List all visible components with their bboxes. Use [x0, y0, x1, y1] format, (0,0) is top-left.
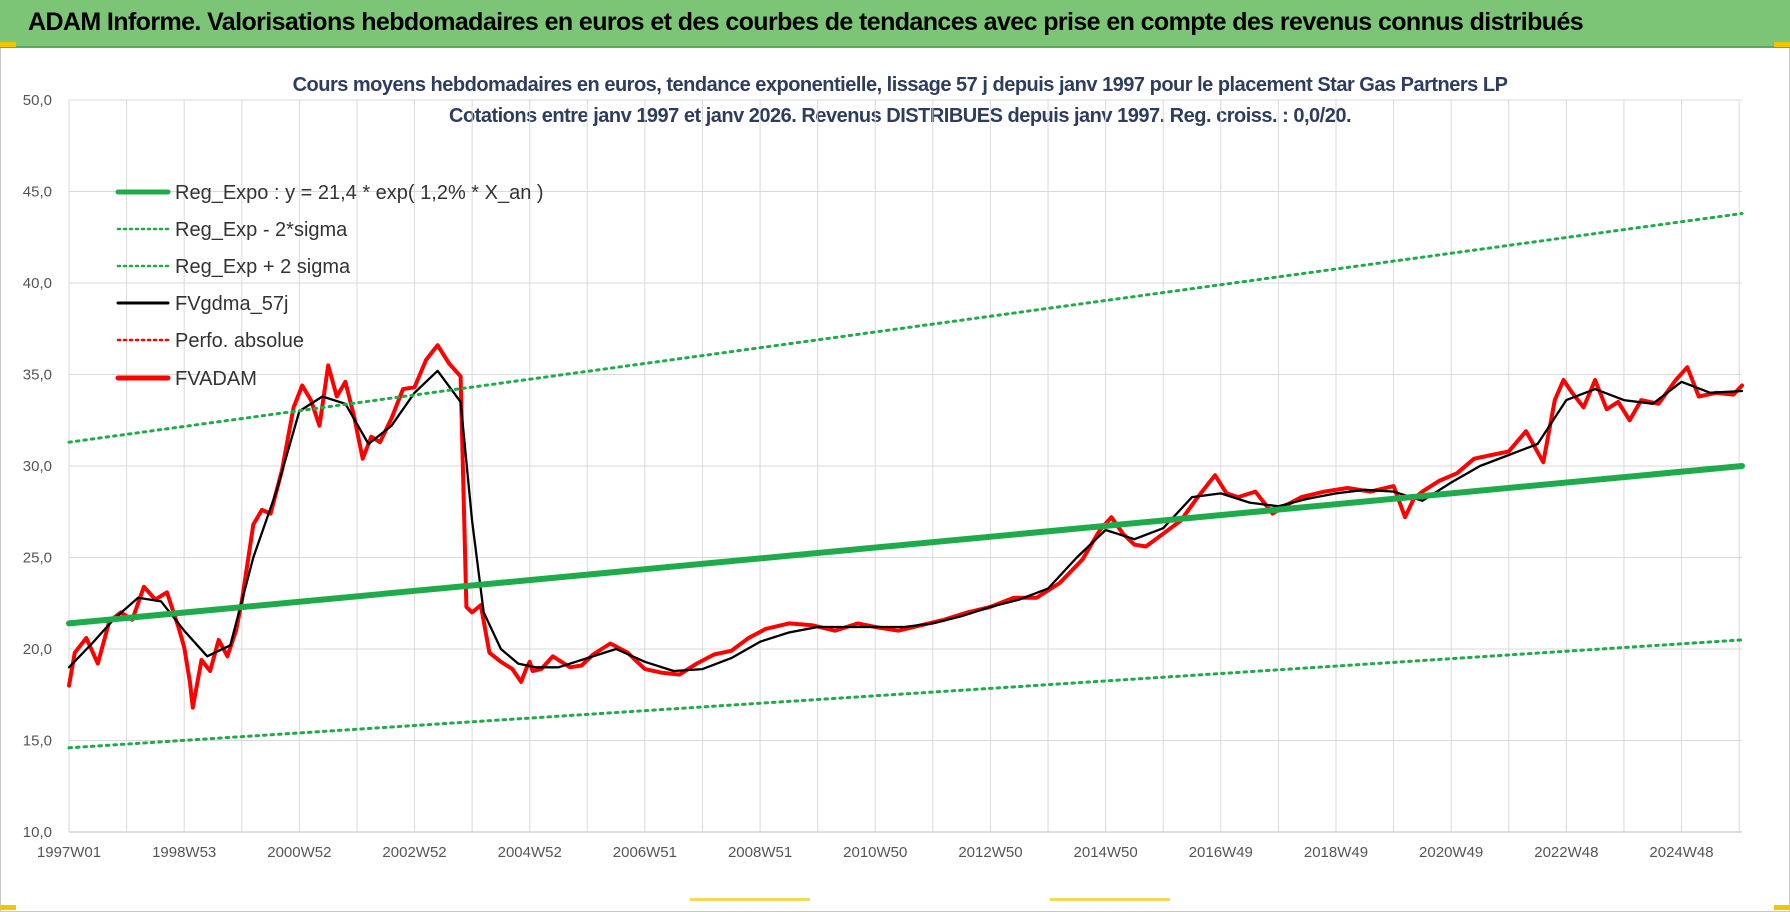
y-tick-label: 25,0: [23, 550, 52, 567]
y-tick-label: 10,0: [23, 824, 52, 841]
series-line-2: [67, 212, 1744, 444]
x-tick-label: 2018W49: [1304, 844, 1368, 861]
corner-marker: [0, 905, 16, 910]
y-axis: 10,0 15,0 20,0 25,0 30,0 35,0 40,0 45,0 50,0: [23, 92, 52, 841]
report-title: ADAM Informe. Valorisations hebdomadaire…: [28, 8, 1584, 36]
chart-title: Cours moyens hebdomadaires en euros, ten…: [292, 74, 1508, 96]
y-tick-label: 35,0: [23, 367, 52, 384]
report-banner: ADAM Informe. Valorisations hebdomadaire…: [0, 0, 1790, 48]
x-tick-label: 2014W50: [1074, 844, 1138, 861]
chart-subtitle: Cotations entre janv 1997 et janv 2026. …: [449, 105, 1352, 127]
x-tick-label: 2016W49: [1189, 844, 1253, 861]
legend-label: FVgdma_57j: [175, 293, 288, 315]
y-tick-label: 45,0: [23, 184, 52, 201]
x-tick-label: 2020W49: [1419, 844, 1483, 861]
legend: Reg_Expo : y = 21,4 * exp( 1,2% * X_an )…: [115, 182, 544, 390]
x-axis: 1997W01 1998W53 2000W52 2002W52 2004W52 2006W…: [37, 844, 1714, 861]
divider-line: [1050, 898, 1170, 901]
x-tick-label: 2022W48: [1534, 844, 1598, 861]
series-line-0: [66, 463, 1745, 627]
x-tick-label: 2010W50: [843, 844, 907, 861]
x-tick-label: 2004W52: [498, 844, 562, 861]
legend-label: Reg_Expo : y = 21,4 * exp( 1,2% * X_an ): [175, 182, 544, 204]
x-tick-label: 1997W01: [37, 844, 101, 861]
y-tick-label: 30,0: [23, 458, 52, 475]
plot-area: [66, 212, 1745, 750]
y-tick-label: 20,0: [23, 641, 52, 658]
x-tick-label: 1998W53: [152, 844, 216, 861]
legend-label: Perfo. absolue: [175, 330, 304, 352]
grid-lines: [68, 99, 1742, 833]
x-tick-label: 2002W52: [382, 844, 446, 861]
y-tick-label: 50,0: [23, 92, 52, 109]
y-tick-label: 40,0: [23, 275, 52, 292]
x-tick-label: 2012W50: [958, 844, 1022, 861]
x-tick-label: 2000W52: [267, 844, 331, 861]
chart-title-block: Cours moyens hebdomadaires en euros, ten…: [225, 70, 1575, 132]
legend-label: FVADAM: [175, 368, 257, 390]
corner-marker: [1774, 905, 1790, 910]
x-tick-label: 2006W51: [613, 844, 677, 861]
legend-label: Reg_Exp + 2 sigma: [175, 256, 351, 278]
legend-label: Reg_Exp - 2*sigma: [175, 219, 348, 241]
x-tick-label: 2008W51: [728, 844, 792, 861]
series-line-1: [67, 638, 1744, 750]
corner-marker: [1774, 42, 1790, 47]
corner-marker: [0, 42, 16, 47]
series-line-3: [67, 343, 1744, 710]
divider-line: [690, 898, 810, 901]
x-tick-label: 2024W48: [1649, 844, 1713, 861]
y-tick-label: 15,0: [23, 733, 52, 750]
